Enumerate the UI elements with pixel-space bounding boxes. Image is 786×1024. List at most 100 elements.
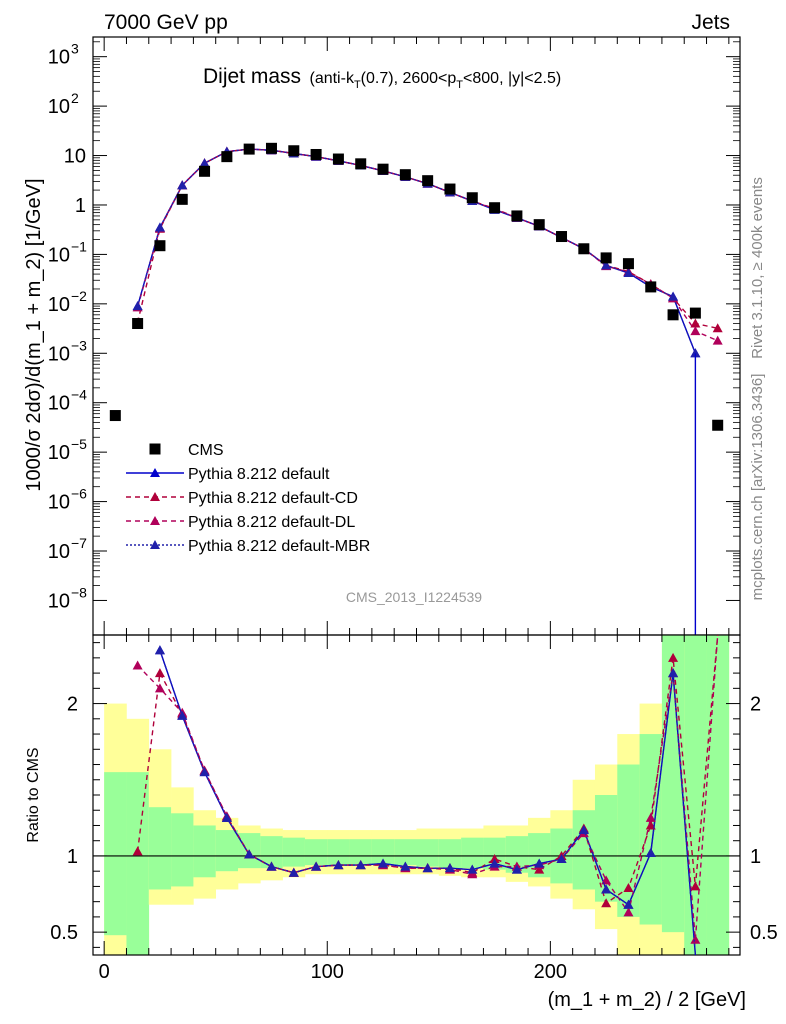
ratio-series-group <box>132 634 719 956</box>
ratio-series-point <box>645 812 656 822</box>
main-series-point <box>132 301 143 311</box>
ratio-series-point <box>511 864 522 874</box>
ratio-y-tick-label-right: 0.5 <box>750 922 778 944</box>
ratio-series-point <box>534 864 545 874</box>
cms-data-point <box>176 193 188 205</box>
ratio-series-point <box>690 934 701 944</box>
ratio-band-green <box>528 833 551 878</box>
ratio-series-point <box>378 858 389 868</box>
x-tick-label: 200 <box>534 961 567 983</box>
legend-label: Pythia 8.212 default <box>188 466 330 483</box>
ratio-series-point <box>467 864 478 874</box>
ratio-band-green <box>706 635 730 955</box>
ratio-y-axis: 0.5 0.5 1 1 2 2 <box>50 642 778 948</box>
main-y-tick-label: 10 <box>48 343 70 365</box>
cms-data-point <box>132 318 144 330</box>
ratio-series-point <box>467 869 478 879</box>
main-y-tick-label: 10 <box>48 541 70 563</box>
analysis-watermark: CMS_2013_I1224539 <box>346 589 482 605</box>
ratio-y-tick-label: 2 <box>67 694 78 716</box>
legend-label: Pythia 8.212 default-DL <box>188 514 355 531</box>
cms-data-point <box>622 258 634 270</box>
main-y-tick-exponent: −4 <box>71 387 87 403</box>
main-y-tick-label: 1 <box>75 195 86 217</box>
legend-marker-square <box>149 443 161 455</box>
ratio-series-point <box>355 860 366 870</box>
ratio-series-point <box>690 881 701 891</box>
ratio-series-point <box>578 825 589 835</box>
main-y-tick-label: 10 <box>48 244 70 266</box>
cms-data-point <box>689 307 701 319</box>
cms-data-point <box>578 243 590 255</box>
ratio-series-point <box>601 898 612 908</box>
main-y-tick-label: 10 <box>48 492 70 514</box>
x-axis-label: (m_1 + m_2) / 2 [GeV] <box>548 989 746 1011</box>
ratio-band-green <box>193 825 217 878</box>
ratio-series-point <box>311 861 322 871</box>
legend-marker-triangle <box>150 492 160 501</box>
ratio-series-point <box>266 861 277 871</box>
main-y-tick-label: 10 <box>48 96 70 118</box>
cms-data-point <box>310 148 322 160</box>
side-text-bottom: mcplots.cern.ch [arXiv:1306.3436] <box>749 374 766 601</box>
ratio-series-point <box>400 861 411 871</box>
ratio-series-point <box>154 645 165 655</box>
main-series-point <box>601 260 612 270</box>
ratio-band-green <box>617 764 640 917</box>
ratio-series-point <box>422 863 433 873</box>
cms-data-point <box>712 419 724 431</box>
main-y-tick-exponent: −3 <box>71 337 87 353</box>
main-y-tick-exponent: −8 <box>71 584 87 600</box>
cms-data-point <box>243 143 255 155</box>
legend-marker-triangle <box>150 540 160 549</box>
legend-label: CMS <box>188 442 224 459</box>
header-left: 7000 GeV pp <box>104 11 228 34</box>
cms-data-point <box>355 158 367 170</box>
ratio-panel: 0.5 0.5 1 1 2 2 0 100 200 Ratio to CMS (m_1 + m… <box>25 634 778 1011</box>
cms-data-point <box>489 202 501 214</box>
main-y-tick-label: 10 <box>48 47 70 69</box>
x-tick-label: 100 <box>311 961 344 983</box>
main-x-ticks <box>103 37 730 635</box>
cms-data-point <box>422 175 434 187</box>
ratio-series-point <box>333 860 344 870</box>
header-right: Jets <box>691 11 730 34</box>
ratio-series-point <box>668 652 679 662</box>
ratio-y-tick-label: 1 <box>67 846 78 868</box>
main-series-point <box>712 335 723 345</box>
ratio-series-point <box>444 863 455 873</box>
ratio-band-green <box>438 839 462 869</box>
ratio-series-point <box>489 854 500 863</box>
main-series-point <box>690 318 701 328</box>
ratio-band-green <box>349 839 373 866</box>
ratio-series-point <box>177 710 188 720</box>
ratio-series-point <box>288 867 299 877</box>
cms-data-point <box>199 165 211 177</box>
cms-data-point <box>109 410 121 422</box>
main-series-point <box>177 180 188 190</box>
ratio-series-point <box>132 660 143 670</box>
cms-data-point <box>667 309 679 321</box>
cms-data-point <box>556 231 568 243</box>
side-text-top: Rivet 3.1.10, ≥ 400k events <box>749 177 766 359</box>
ratio-band-green <box>371 839 395 866</box>
cms-data-point <box>154 240 166 252</box>
ratio-band-green <box>282 837 306 867</box>
ratio-series-point <box>534 858 545 868</box>
main-y-tick-exponent: 2 <box>71 90 79 106</box>
plot-title: Dijet mass (anti-kT(0.7), 2600<pT<800, |… <box>203 65 561 91</box>
main-y-tick-exponent: −7 <box>71 535 87 551</box>
ratio-uncertainty-bands <box>93 635 740 955</box>
cms-data-point <box>533 219 545 231</box>
ratio-band-green <box>260 836 283 869</box>
ratio-series-point <box>601 884 612 894</box>
main-y-tick-label: 10 <box>48 442 70 464</box>
ratio-band-green <box>215 830 239 872</box>
cms-data-point <box>399 169 411 181</box>
ratio-band-green <box>327 839 350 866</box>
legend: CMS Pythia 8.212 default Pythia 8.212 defa… <box>126 442 370 555</box>
ratio-band-green <box>126 772 150 955</box>
